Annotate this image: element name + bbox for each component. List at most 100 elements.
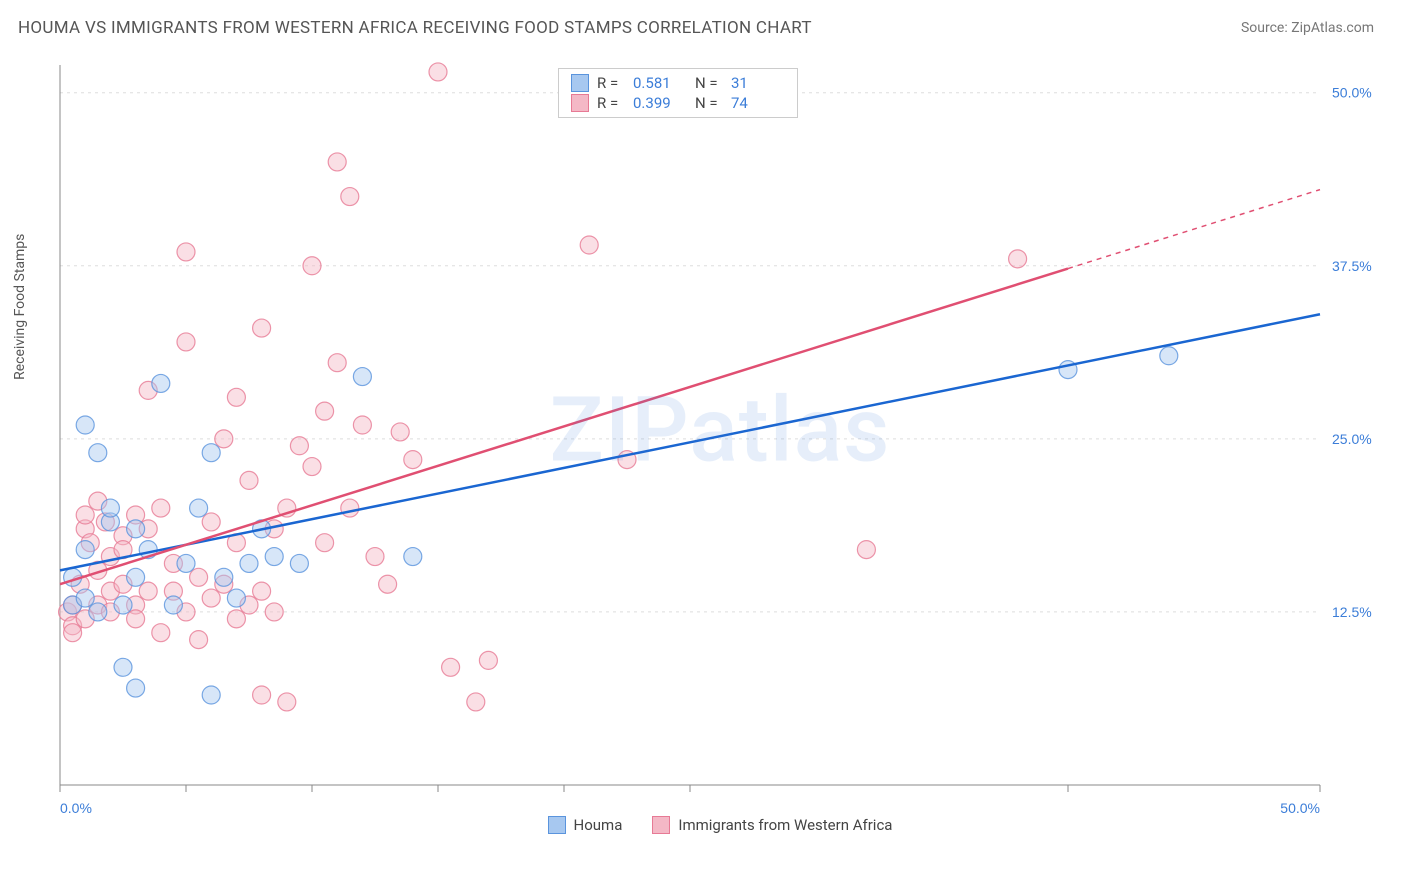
data-point	[127, 520, 145, 538]
data-point	[240, 554, 258, 572]
stat-n-value: 74	[731, 94, 785, 112]
data-point	[177, 333, 195, 351]
data-point	[152, 499, 170, 517]
stat-n-value: 31	[731, 74, 785, 92]
data-point	[1160, 347, 1178, 365]
data-point	[265, 548, 283, 566]
data-point	[227, 589, 245, 607]
data-point	[190, 499, 208, 517]
data-point	[202, 589, 220, 607]
data-point	[240, 471, 258, 489]
series-legend: Houma Immigrants from Western Africa	[50, 816, 1390, 834]
data-point	[190, 568, 208, 586]
data-point	[253, 686, 271, 704]
data-point	[114, 596, 132, 614]
stats-row: R = 0.581 N = 31	[571, 73, 785, 93]
data-point	[76, 506, 94, 524]
data-point	[1009, 250, 1027, 268]
data-point	[127, 568, 145, 586]
data-point	[467, 693, 485, 711]
legend-swatch	[548, 816, 566, 834]
data-point	[290, 437, 308, 455]
data-point	[177, 554, 195, 572]
data-point	[215, 568, 233, 586]
stat-label: N =	[695, 74, 723, 92]
data-point	[76, 416, 94, 434]
data-point	[190, 631, 208, 649]
data-point	[328, 354, 346, 372]
trend-line	[60, 269, 1068, 585]
data-point	[353, 416, 371, 434]
data-point	[152, 374, 170, 392]
data-point	[89, 603, 107, 621]
data-point	[303, 458, 321, 476]
data-point	[580, 236, 598, 254]
data-point	[227, 610, 245, 628]
data-point	[127, 610, 145, 628]
data-point	[404, 548, 422, 566]
data-point	[341, 499, 359, 517]
data-point	[366, 548, 384, 566]
legend-swatch	[652, 816, 670, 834]
data-point	[316, 534, 334, 552]
chart-area: 12.5%25.0%37.5%50.0%0.0%50.0% ZIPatlas R…	[50, 60, 1390, 830]
y-tick-label: 25.0%	[1332, 431, 1372, 447]
data-point	[164, 596, 182, 614]
data-point	[101, 499, 119, 517]
data-point	[177, 243, 195, 261]
source-attribution: Source: ZipAtlas.com	[1241, 20, 1374, 36]
data-point	[202, 513, 220, 531]
data-point	[89, 444, 107, 462]
data-point	[442, 658, 460, 676]
data-point	[202, 686, 220, 704]
data-point	[316, 402, 334, 420]
data-point	[379, 575, 397, 593]
data-point	[76, 541, 94, 559]
trend-line-dashed	[1068, 190, 1320, 269]
data-point	[341, 188, 359, 206]
data-point	[253, 319, 271, 337]
stat-r-value: 0.581	[633, 74, 687, 92]
data-point	[139, 582, 157, 600]
data-point	[127, 679, 145, 697]
data-point	[404, 451, 422, 469]
legend-label: Houma	[574, 816, 623, 834]
stats-row: R = 0.399 N = 74	[571, 93, 785, 113]
data-point	[278, 693, 296, 711]
legend-swatch	[571, 74, 589, 92]
y-tick-label: 37.5%	[1332, 258, 1372, 274]
data-point	[215, 430, 233, 448]
data-point	[76, 589, 94, 607]
data-point	[64, 624, 82, 642]
legend-swatch	[571, 94, 589, 112]
data-point	[265, 603, 283, 621]
x-tick-label: 50.0%	[1280, 800, 1320, 816]
stat-label: R =	[597, 74, 625, 92]
trend-line	[60, 314, 1320, 570]
data-point	[227, 388, 245, 406]
data-point	[152, 624, 170, 642]
stat-r-value: 0.399	[633, 94, 687, 112]
data-point	[429, 63, 447, 81]
correlation-stats-legend: R = 0.581 N = 31 R = 0.399 N = 74	[558, 68, 798, 118]
legend-label: Immigrants from Western Africa	[678, 816, 892, 834]
y-tick-label: 50.0%	[1332, 85, 1372, 101]
data-point	[290, 554, 308, 572]
y-tick-label: 12.5%	[1332, 604, 1372, 620]
scatter-plot: 12.5% 25.0% 37.5% 50.0% 0.0% 50.0%	[50, 60, 1390, 830]
data-point	[114, 658, 132, 676]
data-point	[328, 153, 346, 171]
data-point	[857, 541, 875, 559]
data-point	[303, 257, 321, 275]
data-point	[353, 368, 371, 386]
data-point	[391, 423, 409, 441]
chart-title: HOUMA VS IMMIGRANTS FROM WESTERN AFRICA …	[18, 18, 812, 38]
legend-item: Immigrants from Western Africa	[652, 816, 892, 834]
y-axis-label: Receiving Food Stamps	[12, 234, 28, 380]
data-point	[253, 582, 271, 600]
x-tick-label: 0.0%	[60, 800, 92, 816]
data-point	[479, 651, 497, 669]
data-point	[202, 444, 220, 462]
stat-label: N =	[695, 94, 723, 112]
stat-label: R =	[597, 94, 625, 112]
